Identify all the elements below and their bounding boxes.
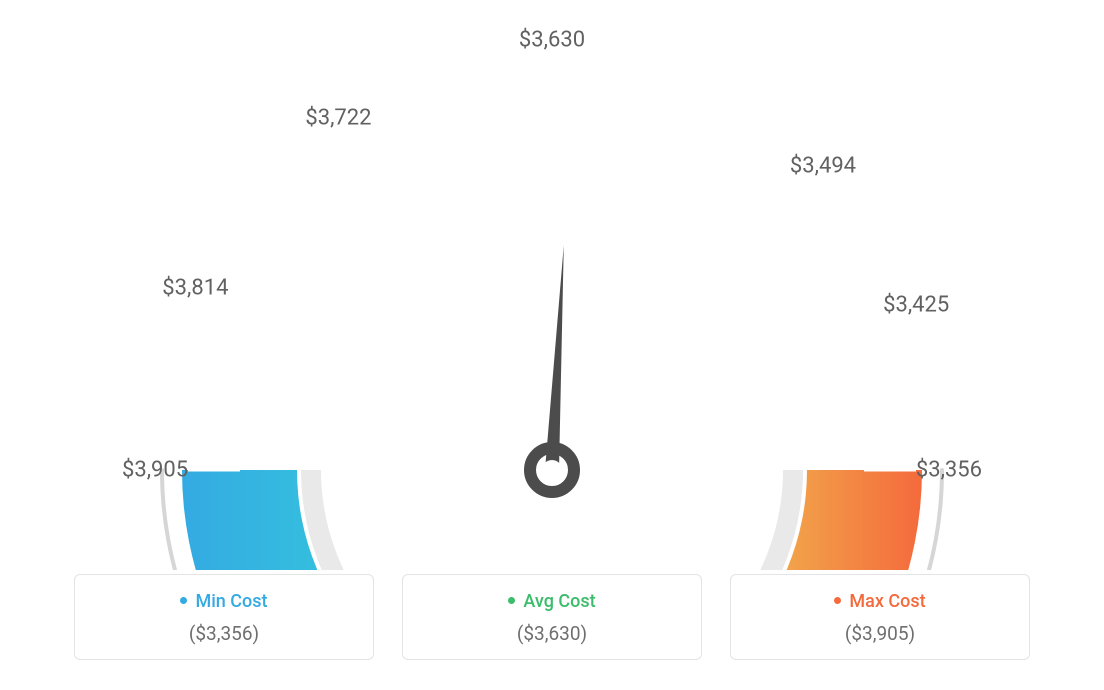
gauge-tick-label: $3,722 bbox=[305, 105, 371, 130]
legend-title: Min Cost bbox=[75, 591, 373, 612]
legend-label: Min Cost bbox=[195, 591, 267, 612]
legend-dot-icon bbox=[508, 597, 515, 604]
gauge-tick-label: $3,905 bbox=[122, 458, 188, 483]
gauge-tick-label: $3,630 bbox=[519, 28, 585, 53]
legend-value: ($3,905) bbox=[731, 622, 1029, 645]
legend-title: Avg Cost bbox=[403, 591, 701, 612]
gauge-svg bbox=[92, 40, 1012, 570]
legend-card: Max Cost ($3,905) bbox=[730, 574, 1030, 660]
legend-value: ($3,630) bbox=[403, 622, 701, 645]
legend-label: Max Cost bbox=[849, 591, 925, 612]
gauge-tick-label: $3,814 bbox=[162, 276, 228, 301]
gauge-tick-label: $3,356 bbox=[916, 458, 982, 483]
legend-card: Min Cost ($3,356) bbox=[74, 574, 374, 660]
legend-dot-icon bbox=[180, 597, 187, 604]
legend-dot-icon bbox=[834, 597, 841, 604]
legend-card: Avg Cost ($3,630) bbox=[402, 574, 702, 660]
legend-label: Avg Cost bbox=[523, 591, 595, 612]
gauge-tick-label: $3,425 bbox=[883, 293, 949, 318]
gauge-chart: $3,356 $3,425 $3,494 $3,630 $3,722 $3,814 $3,9… bbox=[0, 0, 1104, 560]
legend-title: Max Cost bbox=[731, 591, 1029, 612]
legend-row: Min Cost ($3,356) Avg Cost ($3,630) Max Cost… bbox=[74, 574, 1030, 660]
gauge-tick-label: $3,494 bbox=[790, 153, 856, 178]
legend-value: ($3,356) bbox=[75, 622, 373, 645]
